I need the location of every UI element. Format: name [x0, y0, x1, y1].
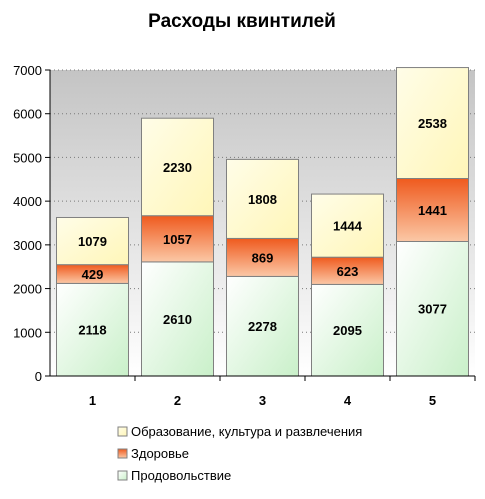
bar-segment [311, 256, 384, 285]
x-tick-label: 4 [344, 393, 352, 408]
data-label: 2538 [418, 116, 447, 131]
bars [56, 67, 469, 377]
chart-title: Расходы квинтилей [148, 11, 336, 32]
data-label: 869 [252, 250, 274, 265]
data-label: 623 [337, 264, 359, 279]
y-tick-label: 3000 [13, 238, 42, 253]
x-tick-label: 1 [89, 393, 96, 408]
legend-label: Продовольствие [131, 468, 231, 483]
data-label: 1441 [418, 203, 447, 218]
y-tick-label: 4000 [13, 194, 42, 209]
bar-segment [56, 216, 129, 266]
legend: Образование, культура и развлечения Здоро… [117, 424, 362, 483]
y-tick-label: 1000 [13, 325, 42, 340]
data-label: 2230 [163, 160, 192, 175]
data-label: 1079 [78, 234, 107, 249]
y-tick-label: 0 [35, 369, 42, 384]
y-tick-label: 2000 [13, 282, 42, 297]
data-label: 2278 [248, 319, 277, 334]
bar-segment [56, 282, 129, 377]
data-label: 1444 [333, 219, 363, 234]
bar-segment [311, 193, 384, 258]
bar-segment [141, 117, 214, 217]
x-tick-label: 2 [174, 393, 181, 408]
bar-segment [396, 67, 469, 179]
data-label: 1808 [248, 192, 277, 207]
axes: 0 1000 2000 3000 4000 5000 6000 7000 1 2 3 4 5 [13, 63, 476, 408]
bar-segment [226, 275, 299, 377]
x-tick-label: 3 [259, 393, 266, 408]
bar-segment [141, 261, 214, 377]
x-tick-label: 5 [429, 393, 436, 408]
data-label: 3077 [418, 302, 447, 317]
legend-swatch [117, 426, 128, 437]
legend-swatch [117, 448, 128, 459]
data-label: 2095 [333, 323, 362, 338]
legend-swatch [117, 470, 128, 481]
y-tick-label: 6000 [13, 107, 42, 122]
bar-segment [226, 158, 299, 239]
y-tick-label: 5000 [13, 150, 42, 165]
data-label: 2610 [163, 312, 192, 327]
legend-label: Здоровье [131, 446, 189, 461]
data-label: 1057 [163, 232, 192, 247]
y-tick-label: 7000 [13, 63, 42, 78]
data-label: 2118 [78, 323, 106, 338]
data-label: 429 [82, 267, 104, 282]
data-labels: 2118 429 1079 2610 1057 2230 2278 869 1808 2095 62… [78, 116, 447, 338]
bar-segment [141, 215, 214, 263]
bar-segment [226, 237, 299, 277]
legend-label: Образование, культура и развлечения [131, 424, 362, 439]
